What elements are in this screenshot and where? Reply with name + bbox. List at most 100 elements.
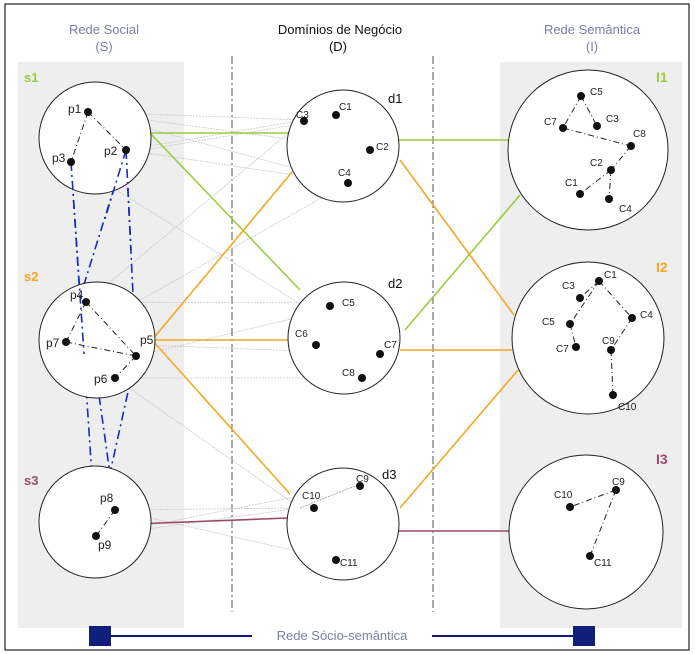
social-group-s1 xyxy=(38,81,152,195)
node-p1 xyxy=(84,108,92,116)
label-I2-c3: C3 xyxy=(562,281,575,292)
node-d3-c11 xyxy=(332,556,340,564)
node-p8 xyxy=(111,506,119,514)
label-I2-c1: C1 xyxy=(604,270,617,281)
node-d1-c4 xyxy=(344,179,352,187)
label-d1: d1 xyxy=(388,91,402,106)
domain-concept-labels: C3 C1 C2 C4 C5 C6 C7 C8 C10 C9 C11 xyxy=(295,102,397,569)
semantic-I1 xyxy=(507,69,669,231)
label-p5: p5 xyxy=(140,333,154,347)
label-I2-c5: C5 xyxy=(542,317,555,328)
node-p9 xyxy=(92,532,100,540)
node-I1-c4 xyxy=(605,195,613,203)
semantic-I3 xyxy=(508,454,664,610)
label-I2: I2 xyxy=(656,259,668,275)
label-s2: s2 xyxy=(24,269,38,284)
label-I1-c2: C2 xyxy=(590,158,603,169)
label-d2-c7: C7 xyxy=(384,340,397,351)
domain-d2 xyxy=(287,281,401,395)
node-p4 xyxy=(82,298,90,306)
label-d2-c8: C8 xyxy=(342,368,355,379)
social-group-s3 xyxy=(38,465,152,579)
node-d3-c9 xyxy=(356,482,364,490)
label-I1-c5: C5 xyxy=(590,87,603,98)
header-semantic-sub: (I) xyxy=(586,39,598,54)
header-social-sub: (S) xyxy=(95,39,112,54)
node-d2-c7 xyxy=(376,350,384,358)
node-I2-c10 xyxy=(609,391,617,399)
node-I3-c10 xyxy=(566,503,574,511)
social-blue-links-top xyxy=(70,149,132,355)
node-I1-c2 xyxy=(607,166,615,174)
semantic-concept-labels: C5 C3 C7 C8 C2 C1 C4 C1 C3 C5 C4 C7 C9 C… xyxy=(542,87,653,569)
node-d1-c1 xyxy=(332,111,340,119)
label-I1-c3: C3 xyxy=(606,114,619,125)
footer-label-bg xyxy=(252,628,432,644)
label-p3: p3 xyxy=(52,151,66,165)
label-d3-c9: C9 xyxy=(356,474,369,485)
header-domains: Domínios de Negócio xyxy=(278,22,402,37)
people-nodes xyxy=(62,108,140,540)
node-d2-c5 xyxy=(326,302,334,310)
label-I2-c7: C7 xyxy=(556,344,569,355)
node-I2-c7 xyxy=(572,343,580,351)
node-I2-c1 xyxy=(595,277,603,285)
node-d3-c10 xyxy=(310,504,318,512)
domain-d1 xyxy=(286,89,400,203)
node-p2 xyxy=(122,146,130,154)
label-d1-c3: C3 xyxy=(296,110,309,121)
node-I2-c3 xyxy=(576,294,584,302)
node-I3-c11 xyxy=(586,552,594,560)
label-I3: I3 xyxy=(656,451,668,467)
node-I1-c8 xyxy=(627,142,635,150)
green-links xyxy=(149,132,521,331)
node-I1-c3 xyxy=(593,122,601,130)
label-I3-c9: C9 xyxy=(612,477,625,488)
label-I2-c4: C4 xyxy=(640,310,653,321)
footer-square-left xyxy=(89,626,111,646)
label-I2-c9: C9 xyxy=(602,336,615,347)
label-d3-c10: C10 xyxy=(302,491,321,502)
social-group-s2 xyxy=(38,281,156,399)
label-p8: p8 xyxy=(100,491,114,505)
semantic-intra-links xyxy=(562,95,633,557)
label-I1-c7: C7 xyxy=(544,117,557,128)
node-I1-c1 xyxy=(576,190,584,198)
label-s1: s1 xyxy=(24,70,38,85)
label-d3: d3 xyxy=(382,467,396,482)
label-s3: s3 xyxy=(24,473,38,488)
domain-d3 xyxy=(286,467,400,581)
node-d1-c3 xyxy=(300,117,308,125)
node-I3-c9 xyxy=(612,486,620,494)
social-intra-links-top xyxy=(65,111,137,537)
label-p2: p2 xyxy=(104,144,118,158)
label-p7: p7 xyxy=(46,336,60,350)
node-p7 xyxy=(62,338,70,346)
label-I3-c11: C11 xyxy=(594,558,612,569)
header-domains-sub: (D) xyxy=(329,39,347,54)
label-p1: p1 xyxy=(68,102,82,116)
label-d2: d2 xyxy=(388,276,402,291)
node-d2-c8 xyxy=(358,374,366,382)
label-p4: p4 xyxy=(70,288,84,302)
semantic-concept-nodes xyxy=(559,92,636,560)
node-I2-c5 xyxy=(566,320,574,328)
label-d3-c11: C11 xyxy=(340,558,358,569)
footer-label: Rede Sócio-semântica xyxy=(277,628,409,643)
people-labels: p1 p2 p3 p4 p5 p6 p7 p8 p9 xyxy=(46,102,154,552)
label-I1: I1 xyxy=(656,69,668,85)
label-I1-c1: C1 xyxy=(565,178,578,189)
label-I2-c10: C10 xyxy=(618,402,637,413)
node-p3 xyxy=(67,158,75,166)
domain-intra-links xyxy=(299,483,361,509)
node-d1-c2 xyxy=(366,146,374,154)
label-d1-c2: C2 xyxy=(376,142,389,153)
node-p5 xyxy=(132,352,140,360)
orange-links xyxy=(151,159,519,509)
purple-links xyxy=(133,517,510,532)
node-I2-c4 xyxy=(628,314,636,322)
label-d1-c4: C4 xyxy=(338,168,351,179)
header-semantic: Rede Semântica xyxy=(544,22,641,37)
